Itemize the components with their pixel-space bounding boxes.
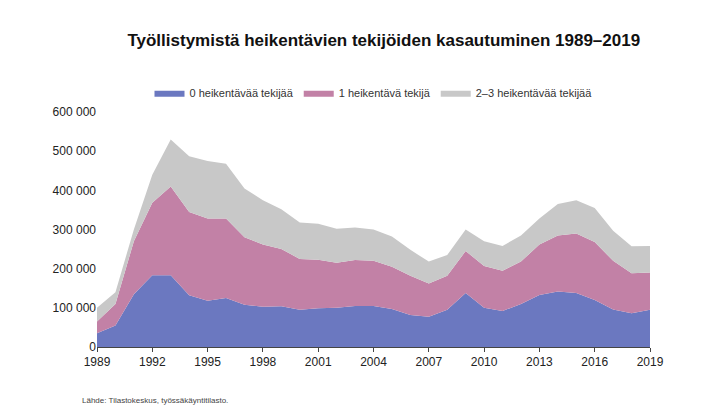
- svg-text:Lähde: Tilastokeskus, työssäkä: Lähde: Tilastokeskus, työssäkäyntitilast…: [82, 396, 228, 405]
- svg-text:100 000: 100 000: [53, 301, 97, 315]
- svg-text:2–3 heikentävää tekijää: 2–3 heikentävää tekijää: [476, 87, 592, 99]
- svg-text:600 000: 600 000: [53, 105, 97, 119]
- svg-text:1 heikentävä tekijä: 1 heikentävä tekijä: [339, 87, 431, 99]
- svg-text:2016: 2016: [581, 355, 608, 369]
- svg-text:2007: 2007: [415, 355, 442, 369]
- svg-text:2004: 2004: [360, 355, 387, 369]
- svg-text:1995: 1995: [194, 355, 221, 369]
- svg-text:0: 0: [89, 340, 96, 354]
- svg-text:1992: 1992: [139, 355, 166, 369]
- svg-text:Työllistymistä heikentävien te: Työllistymistä heikentävien tekijöiden k…: [127, 31, 640, 50]
- svg-text:1989: 1989: [84, 355, 111, 369]
- svg-text:0 heikentävää tekijää: 0 heikentävää tekijää: [190, 87, 294, 99]
- svg-text:1998: 1998: [250, 355, 277, 369]
- svg-text:200 000: 200 000: [53, 262, 97, 276]
- svg-text:2001: 2001: [305, 355, 332, 369]
- svg-text:300 000: 300 000: [53, 223, 97, 237]
- svg-text:400 000: 400 000: [53, 184, 97, 198]
- svg-text:2010: 2010: [471, 355, 498, 369]
- svg-text:2019: 2019: [637, 355, 664, 369]
- svg-text:2013: 2013: [526, 355, 553, 369]
- svg-text:500 000: 500 000: [53, 144, 97, 158]
